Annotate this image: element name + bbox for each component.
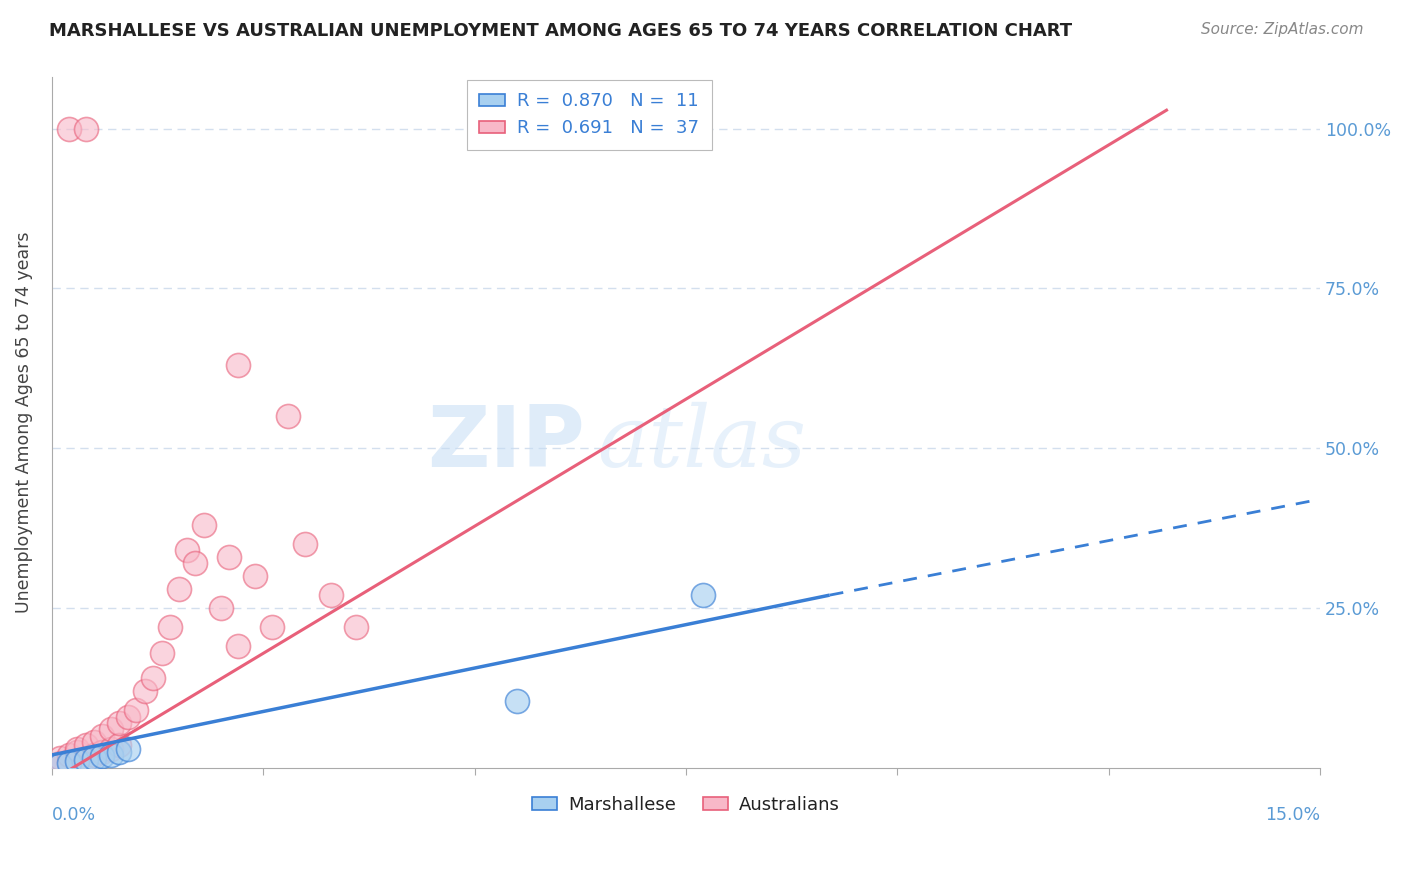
Point — [83, 747, 105, 762]
Point — [83, 751, 105, 765]
Point — [294, 537, 316, 551]
Point — [108, 739, 131, 753]
Point — [209, 601, 232, 615]
Point — [260, 620, 283, 634]
Text: MARSHALLESE VS AUSTRALIAN UNEMPLOYMENT AMONG AGES 65 TO 74 YEARS CORRELATION CHA: MARSHALLESE VS AUSTRALIAN UNEMPLOYMENT A… — [49, 22, 1073, 40]
Point — [125, 703, 148, 717]
Point — [75, 739, 97, 753]
Text: atlas: atlas — [598, 402, 806, 484]
Point — [66, 741, 89, 756]
Point — [100, 723, 122, 737]
Point — [117, 709, 139, 723]
Point — [100, 741, 122, 756]
Point — [506, 693, 529, 707]
Point — [243, 569, 266, 583]
Point — [108, 745, 131, 759]
Point — [184, 556, 207, 570]
Point — [49, 751, 72, 765]
Point — [66, 745, 89, 759]
Point — [117, 741, 139, 756]
Point — [66, 753, 89, 767]
Text: Source: ZipAtlas.com: Source: ZipAtlas.com — [1201, 22, 1364, 37]
Point — [49, 757, 72, 772]
Point — [58, 754, 80, 768]
Point — [142, 671, 165, 685]
Point — [83, 735, 105, 749]
Point — [75, 121, 97, 136]
Point — [344, 620, 367, 634]
Point — [45, 757, 67, 772]
Point — [319, 588, 342, 602]
Point — [193, 517, 215, 532]
Text: ZIP: ZIP — [426, 401, 585, 484]
Point — [75, 753, 97, 767]
Point — [91, 729, 114, 743]
Text: 0.0%: 0.0% — [52, 805, 96, 823]
Text: 15.0%: 15.0% — [1265, 805, 1320, 823]
Point — [218, 549, 240, 564]
Point — [75, 751, 97, 765]
Point — [150, 646, 173, 660]
Point — [159, 620, 181, 634]
Point — [226, 358, 249, 372]
Point — [66, 754, 89, 768]
Point — [692, 588, 714, 602]
Point — [134, 684, 156, 698]
Point — [108, 715, 131, 730]
Point — [91, 745, 114, 759]
Point — [100, 747, 122, 762]
Point — [226, 640, 249, 654]
Legend: Marshallese, Australians: Marshallese, Australians — [524, 789, 848, 821]
Point — [58, 756, 80, 770]
Point — [277, 409, 299, 424]
Y-axis label: Unemployment Among Ages 65 to 74 years: Unemployment Among Ages 65 to 74 years — [15, 232, 32, 614]
Point — [49, 756, 72, 770]
Point — [58, 747, 80, 762]
Point — [167, 582, 190, 596]
Point — [91, 749, 114, 764]
Point — [176, 543, 198, 558]
Point — [58, 121, 80, 136]
